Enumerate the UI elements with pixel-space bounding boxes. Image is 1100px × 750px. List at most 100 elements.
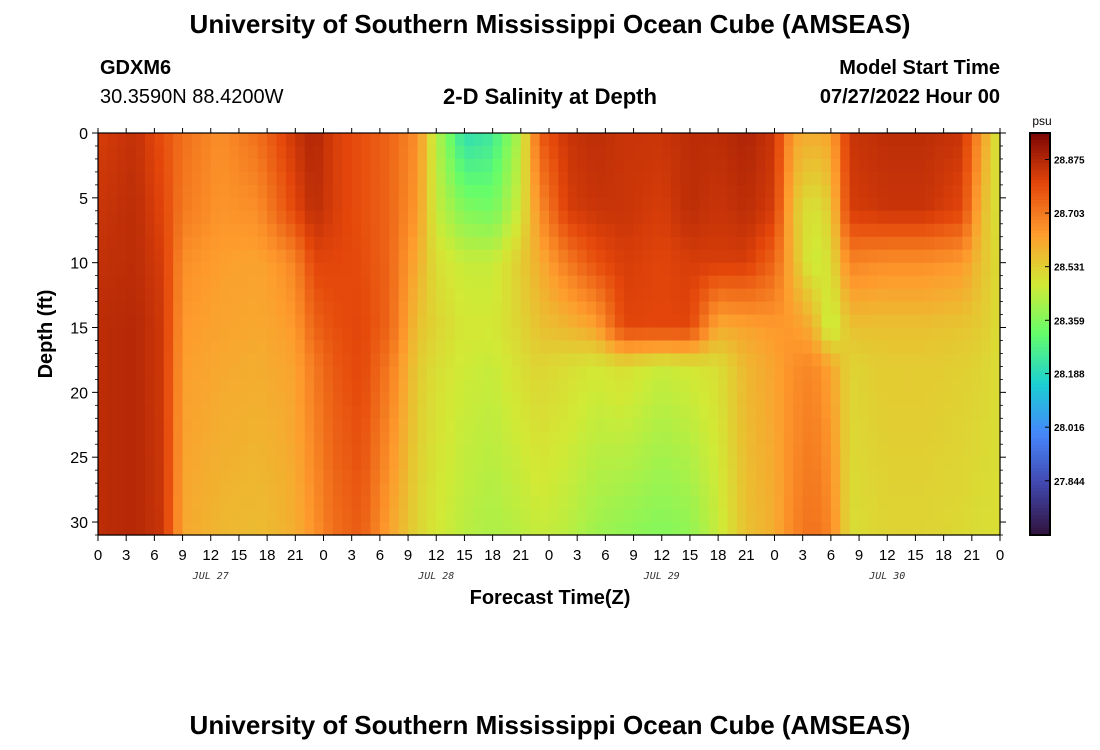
heatmap-cell: [285, 275, 296, 290]
heatmap-cell: [445, 327, 456, 342]
heatmap-cell: [783, 288, 794, 303]
heatmap-cell: [417, 392, 428, 406]
heatmap-cell: [473, 418, 484, 432]
colorbar-segment: [1030, 414, 1050, 419]
heatmap-cell: [830, 457, 841, 471]
heatmap-cell: [210, 145, 221, 160]
heatmap-cell: [445, 145, 456, 160]
heatmap-cell: [830, 184, 841, 199]
heatmap-cell: [624, 301, 635, 316]
heatmap-cell: [201, 379, 212, 393]
heatmap-cell: [295, 133, 306, 147]
heatmap-cell: [191, 158, 202, 173]
heatmap-cell: [520, 418, 531, 432]
heatmap-cell: [464, 366, 475, 380]
heatmap-cell: [549, 314, 559, 329]
heatmap-cell: [642, 496, 653, 510]
heatmap-cell: [549, 392, 559, 406]
heatmap-cell: [445, 366, 456, 380]
heatmap-cell: [464, 470, 475, 484]
heatmap-cell: [511, 262, 522, 277]
heatmap-cell: [595, 158, 606, 173]
heatmap-cell: [765, 379, 776, 393]
heatmap-cell: [107, 197, 118, 212]
footer-title: University of Southern Mississippi Ocean…: [189, 710, 911, 740]
heatmap-cell: [332, 210, 343, 225]
heatmap-cell: [934, 262, 945, 277]
heatmap-cell: [426, 470, 437, 484]
heatmap-cell: [304, 223, 315, 238]
heatmap-cell: [520, 262, 531, 277]
x-tick-label: 21: [287, 547, 304, 564]
heatmap-cell: [530, 457, 541, 471]
heatmap-cell: [210, 314, 221, 329]
heatmap-cell: [793, 223, 804, 238]
heatmap-cell: [248, 158, 259, 173]
heatmap-cell: [868, 457, 879, 471]
heatmap-cell: [135, 301, 146, 316]
heatmap-cell: [605, 405, 616, 419]
heatmap-cell: [276, 444, 287, 458]
heatmap-cell: [163, 275, 174, 290]
heatmap-cell: [116, 288, 127, 303]
heatmap-cell: [511, 314, 522, 329]
colorbar-segment: [1030, 434, 1050, 439]
heatmap-cell: [736, 301, 747, 316]
heatmap-cell: [135, 249, 146, 264]
heatmap-cell: [144, 314, 155, 329]
heatmap-cell: [323, 314, 334, 329]
heatmap-cell: [135, 457, 146, 471]
heatmap-cell: [408, 353, 419, 368]
heatmap-cell: [971, 483, 982, 497]
heatmap-cell: [727, 353, 738, 368]
heatmap-cell: [238, 210, 249, 225]
heatmap-cell: [436, 405, 447, 419]
heatmap-cell: [445, 457, 456, 471]
heatmap-cell: [210, 431, 221, 445]
heatmap-cell: [943, 197, 954, 212]
heatmap-cell: [248, 210, 259, 225]
heatmap-cell: [351, 133, 362, 147]
heatmap-cell: [276, 509, 287, 523]
heatmap-cell: [755, 288, 766, 303]
heatmap-cell: [971, 249, 982, 264]
heatmap-cell: [98, 171, 108, 186]
heatmap-cell: [436, 197, 447, 212]
heatmap-cell: [840, 353, 851, 368]
heatmap-cell: [727, 223, 738, 238]
heatmap-cell: [642, 483, 653, 497]
heatmap-cell: [408, 197, 419, 212]
heatmap-cell: [934, 288, 945, 303]
heatmap-cell: [971, 379, 982, 393]
heatmap-cell: [342, 509, 353, 523]
heatmap-cell: [98, 223, 108, 238]
heatmap-cell: [370, 133, 381, 147]
heatmap-cell: [934, 327, 945, 342]
colorbar-segment: [1030, 206, 1050, 211]
heatmap-cell: [793, 522, 804, 536]
heatmap-cell: [295, 366, 306, 380]
heatmap-cell: [812, 275, 823, 290]
heatmap-cell: [962, 431, 973, 445]
heatmap-cell: [567, 496, 578, 510]
heatmap-cell: [464, 197, 475, 212]
heatmap-cell: [314, 133, 325, 147]
heatmap-cell: [126, 314, 137, 329]
heatmap-cell: [436, 522, 447, 536]
heatmap-cell: [98, 392, 108, 406]
heatmap-cell: [887, 301, 898, 316]
heatmap-cell: [849, 184, 860, 199]
heatmap-cell: [614, 392, 625, 406]
heatmap-cell: [624, 431, 635, 445]
heatmap-cell: [191, 340, 202, 355]
heatmap-cell: [793, 327, 804, 342]
heatmap-cell: [154, 145, 165, 160]
heatmap-cell: [107, 353, 118, 368]
heatmap-cell: [314, 210, 325, 225]
heatmap-cell: [361, 301, 372, 316]
heatmap-cell: [868, 509, 879, 523]
heatmap-cell: [182, 405, 193, 419]
heatmap-cell: [812, 197, 823, 212]
heatmap-cell: [530, 392, 541, 406]
heatmap-cell: [173, 223, 184, 238]
